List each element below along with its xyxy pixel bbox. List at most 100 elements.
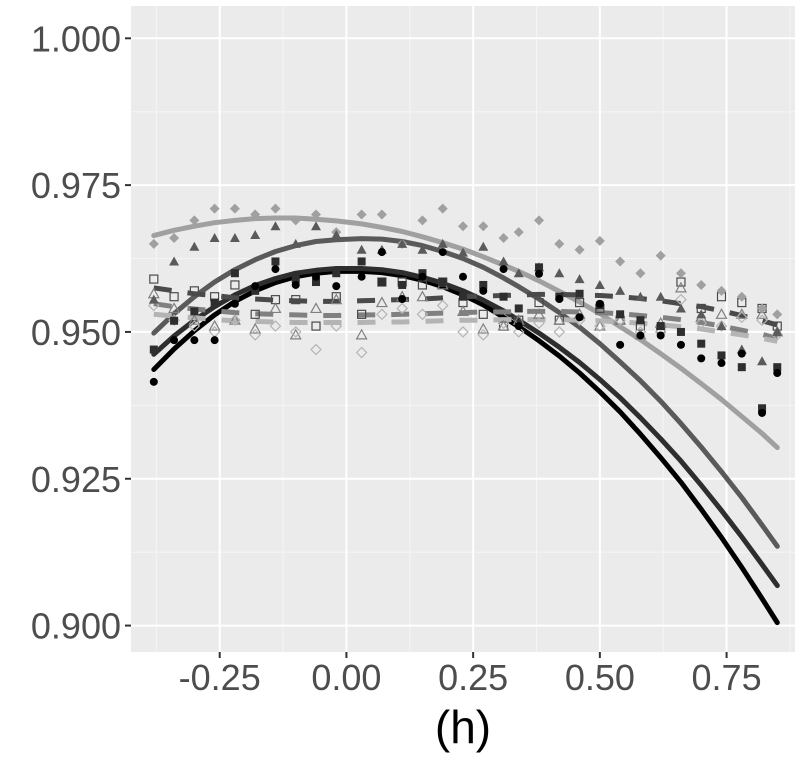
point-series-3-13 (417, 244, 428, 254)
point-series-2-12 (398, 280, 407, 289)
point-series-4-10 (356, 209, 367, 220)
point-series-1-12 (398, 295, 407, 304)
point-series-4-30 (757, 303, 768, 314)
point-series-7-29 (735, 311, 748, 324)
point-series-4-3 (209, 203, 220, 214)
point-series-6-2 (188, 313, 201, 325)
point-series-4-27 (696, 279, 707, 290)
point-series-4-17 (498, 232, 509, 243)
point-series-3-5 (250, 230, 261, 240)
point-series-1-18 (514, 322, 523, 331)
point-series-1-23 (616, 340, 625, 349)
point-series-5-16 (478, 309, 488, 319)
point-series-2-9 (332, 269, 341, 278)
point-series-6-23 (614, 313, 627, 325)
point-series-2-1 (170, 316, 179, 325)
point-series-7-11 (376, 308, 388, 321)
point-series-1-4 (230, 299, 239, 308)
point-series-2-18 (514, 304, 523, 313)
point-series-4-19 (534, 215, 545, 226)
point-series-7-2 (188, 320, 201, 332)
y-tick-label-0: 0.900 (31, 606, 121, 647)
point-series-3-31 (772, 326, 783, 336)
data-points (147, 203, 784, 417)
point-series-6-8 (309, 302, 323, 314)
point-series-7-4 (229, 314, 241, 327)
point-series-2-29 (737, 363, 746, 372)
point-series-4-1 (169, 232, 180, 243)
point-series-2-10 (357, 257, 366, 266)
point-series-2-0 (149, 345, 158, 354)
y-axis: 0.900 0.925 0.950 0.975 1.000 (31, 18, 131, 647)
point-series-7-27 (695, 317, 708, 329)
point-series-1-21 (575, 313, 584, 322)
point-series-1-3 (210, 336, 219, 345)
point-series-1-9 (332, 282, 341, 291)
point-series-1-10 (357, 272, 366, 281)
point-series-6-20 (553, 313, 566, 325)
point-series-2-23 (616, 310, 625, 319)
point-series-5-10 (357, 309, 367, 319)
point-series-7-12 (396, 302, 409, 315)
point-series-7-7 (289, 326, 302, 338)
y-tick-label-2: 0.950 (31, 312, 121, 353)
point-series-2-14 (438, 278, 447, 287)
point-series-4-29 (736, 291, 747, 302)
point-series-3-1 (169, 256, 180, 266)
point-series-5-2 (189, 286, 199, 296)
x-axis: -0.25 0.00 0.25 0.50 0.75 (179, 652, 762, 698)
point-series-1-13 (418, 272, 427, 281)
point-series-7-15 (457, 326, 469, 338)
point-series-2-17 (499, 292, 508, 301)
point-series-6-11 (375, 296, 388, 308)
point-series-4-25 (655, 250, 666, 261)
point-series-6-9 (330, 293, 343, 305)
point-series-4-16 (478, 221, 489, 232)
point-series-1-24 (636, 331, 645, 340)
x-tick-label-4: 0.75 (692, 657, 762, 698)
point-series-3-24 (635, 291, 646, 301)
point-series-4-11 (376, 209, 387, 220)
point-series-1-7 (291, 280, 300, 289)
fit-line-series-3 (151, 236, 780, 549)
point-series-5-5 (250, 309, 260, 319)
plot-panel (131, 6, 795, 652)
point-series-4-22 (594, 235, 605, 246)
point-series-2-25 (656, 322, 665, 331)
x-tick-label-0: -0.25 (179, 657, 261, 698)
point-series-2-3 (210, 298, 219, 307)
point-series-1-31 (773, 369, 782, 378)
point-series-6-10 (355, 328, 368, 340)
point-series-1-27 (697, 354, 706, 363)
point-series-2-26 (676, 327, 685, 336)
point-series-3-8 (311, 221, 322, 231)
point-series-4-8 (311, 209, 322, 220)
point-series-3-4 (229, 232, 240, 242)
point-series-3-7 (290, 238, 301, 248)
point-series-4-0 (148, 238, 159, 249)
point-series-4-14 (437, 203, 448, 214)
point-series-1-2 (190, 336, 199, 345)
y-tick-label-1: 0.925 (31, 459, 121, 500)
point-series-4-23 (615, 256, 626, 267)
point-series-3-12 (397, 238, 408, 248)
point-series-3-30 (757, 356, 768, 366)
point-series-1-28 (717, 359, 726, 368)
point-series-3-28 (716, 321, 727, 331)
point-series-1-16 (479, 286, 488, 295)
point-series-3-6 (270, 221, 281, 231)
point-series-3-27 (696, 309, 707, 319)
point-series-2-21 (575, 289, 584, 298)
point-series-4-24 (635, 268, 646, 279)
point-series-1-14 (438, 248, 447, 257)
point-series-2-16 (479, 280, 488, 289)
point-series-1-11 (377, 248, 386, 257)
point-series-4-7 (290, 215, 301, 226)
point-series-4-20 (554, 238, 565, 249)
point-series-7-30 (756, 314, 768, 327)
fit-line-series-5 (153, 285, 778, 328)
point-series-6-26 (674, 281, 687, 293)
point-series-1-25 (656, 331, 665, 340)
point-series-7-13 (416, 308, 429, 321)
point-series-2-27 (697, 339, 706, 348)
